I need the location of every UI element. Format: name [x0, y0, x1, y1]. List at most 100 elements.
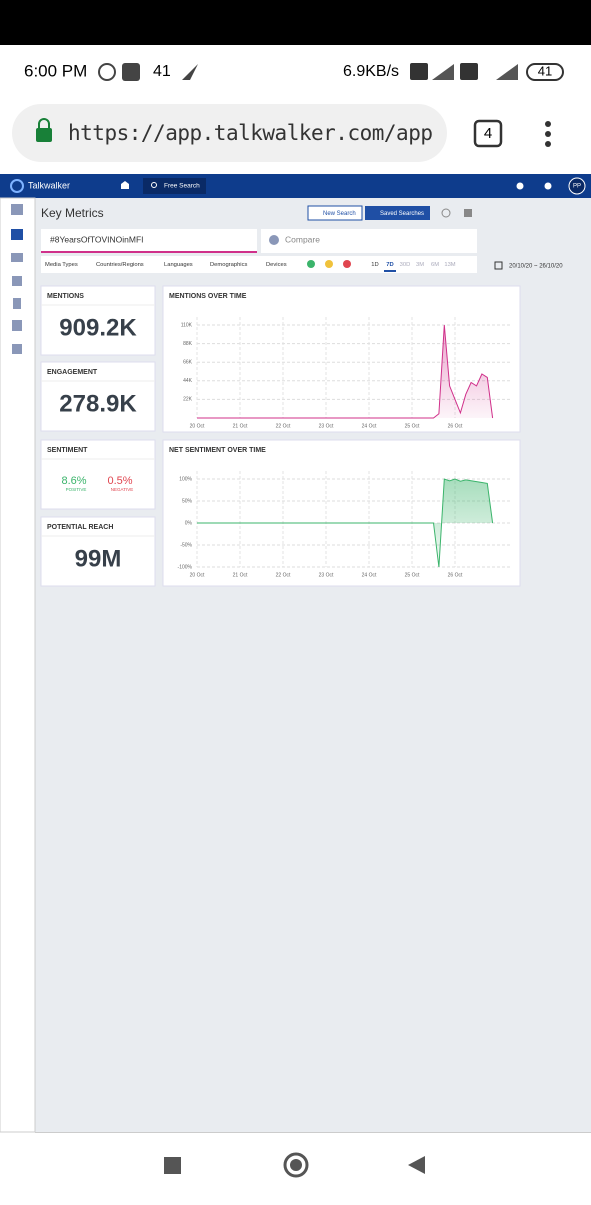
whatsapp-icon	[98, 63, 116, 81]
recents-button[interactable]	[164, 1157, 181, 1174]
filter-dropdown[interactable]: Countries/Regions	[96, 262, 144, 268]
filter-dropdown[interactable]: Demographics	[210, 262, 247, 268]
save-icon[interactable]	[464, 209, 472, 217]
free-search-label: Free Search	[164, 183, 200, 190]
date-range: 20/10/20 ~ 26/10/20	[509, 264, 563, 270]
compare-label: Compare	[285, 234, 320, 244]
filter-dropdown[interactable]: Languages	[164, 262, 193, 268]
volte-icon	[410, 63, 428, 80]
chart-title: MENTIONS OVER TIME	[169, 293, 247, 300]
lock-icon	[36, 128, 52, 142]
filter-dropdown[interactable]: Media Types	[45, 262, 78, 268]
menu-icon[interactable]	[545, 121, 551, 147]
card	[40, 439, 156, 510]
negative-filter[interactable]	[343, 260, 351, 268]
y-tick-label: 0%	[185, 520, 193, 526]
range-option[interactable]: 13M	[444, 262, 455, 268]
range-option[interactable]: 7D	[386, 262, 393, 268]
x-tick-label: 21 Oct	[233, 423, 248, 429]
sentiment-label: POSITIVE	[66, 487, 87, 492]
avatar[interactable]	[568, 177, 586, 195]
signal-icon	[432, 64, 454, 80]
sidebar-icons[interactable]	[11, 204, 23, 354]
line-series	[197, 478, 494, 568]
battery	[526, 63, 564, 81]
line-area	[197, 325, 493, 418]
y-tick-label: 50%	[182, 498, 193, 504]
sidebar	[0, 197, 36, 1133]
range-option[interactable]: 6M	[431, 262, 439, 268]
x-tick-label: 25 Oct	[405, 423, 420, 429]
search-icon	[151, 182, 157, 188]
compare-box[interactable]	[261, 229, 477, 253]
card	[40, 285, 156, 356]
x-tick-label: 26 Oct	[448, 572, 463, 578]
y-tick-label: 44K	[183, 378, 193, 384]
x-tick-label: 20 Oct	[190, 572, 205, 578]
sentiment-label: NEGATIVE	[111, 487, 133, 492]
url-bar[interactable]	[12, 104, 447, 162]
card-label: ENGAGEMENT	[47, 369, 98, 376]
filter-bar	[41, 256, 477, 273]
page-title: Key Metrics	[41, 206, 104, 220]
line-series	[197, 324, 494, 419]
x-tick-label: 25 Oct	[405, 572, 420, 578]
refresh-icon[interactable]	[441, 208, 451, 218]
saved-searches-button[interactable]	[365, 206, 430, 220]
calendar-icon[interactable]	[494, 261, 503, 270]
x-tick-label: 23 Oct	[319, 572, 334, 578]
y-tick-label: 88K	[183, 341, 193, 347]
app-header	[0, 174, 591, 198]
query-box[interactable]	[41, 229, 257, 253]
card	[40, 516, 156, 587]
x-tick-label: 23 Oct	[319, 423, 334, 429]
card	[162, 285, 521, 433]
card-value: 99M	[75, 545, 122, 572]
home-button[interactable]	[283, 1152, 309, 1178]
sentiment-value: 8.6%	[61, 475, 86, 487]
x-tick-label: 26 Oct	[448, 423, 463, 429]
x-tick-label: 21 Oct	[233, 572, 248, 578]
y-tick-label: 22K	[183, 397, 193, 403]
y-tick-label: 100%	[179, 476, 192, 482]
lock-shackle	[38, 118, 50, 128]
sentiment-value: 0.5%	[107, 475, 132, 487]
positive-filter[interactable]	[307, 260, 315, 268]
neutral-filter[interactable]	[325, 260, 333, 268]
query-tag: #8YearsOfTOVINOinMFI	[50, 234, 144, 244]
range-option[interactable]: 3M	[416, 262, 424, 268]
app-icon	[122, 63, 140, 81]
card-label: SENTIMENT	[47, 447, 88, 454]
x-tick-label: 22 Oct	[276, 423, 291, 429]
new-search-button[interactable]	[307, 205, 363, 221]
home-icon[interactable]	[121, 181, 129, 189]
divider	[35, 1132, 591, 1133]
clock: 6:00 PM	[24, 61, 87, 80]
range-option[interactable]: 30D	[400, 262, 411, 268]
filter-dropdown[interactable]: Devices	[266, 262, 287, 268]
notification-count: 41	[153, 63, 171, 80]
y-tick-label: -100%	[178, 564, 193, 570]
home-button-dot	[290, 1159, 302, 1171]
telegram-icon	[182, 64, 198, 80]
battery-level: 41	[538, 63, 552, 78]
chat-icon[interactable]	[544, 182, 552, 190]
new-search-label: New Search	[323, 211, 356, 217]
saved-searches-label: Saved Searches	[380, 211, 424, 217]
tab-switcher[interactable]	[473, 119, 503, 148]
x-tick-label: 24 Oct	[362, 423, 377, 429]
range-underline	[384, 270, 396, 272]
range-option[interactable]: 1D	[371, 262, 378, 268]
back-button[interactable]	[408, 1156, 425, 1174]
card	[40, 361, 156, 432]
url: https://app.talkwalker.com/app	[68, 121, 433, 145]
card-label: MENTIONS	[47, 293, 84, 300]
network-speed: 6.9KB/s	[343, 63, 399, 80]
card-value: 278.9K	[59, 390, 137, 417]
settings-icon[interactable]	[516, 182, 524, 190]
brand-logo	[10, 179, 24, 193]
y-tick-label: -50%	[180, 542, 192, 548]
free-search-button[interactable]	[143, 178, 206, 194]
y-tick-label: 110K	[181, 322, 193, 328]
